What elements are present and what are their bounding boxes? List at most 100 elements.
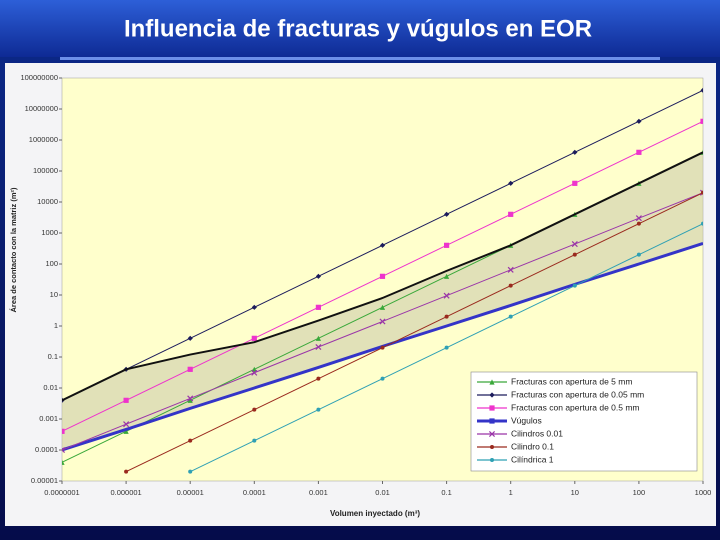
marker: [699, 189, 703, 196]
y-tick-label: 10000: [37, 197, 58, 206]
legend-marker: [490, 445, 494, 449]
marker: [635, 215, 642, 222]
marker: [508, 180, 514, 186]
marker: [252, 438, 257, 443]
marker: [443, 292, 450, 299]
marker: [379, 242, 386, 248]
y-tick-label: 0.01: [43, 383, 58, 392]
marker: [315, 273, 321, 279]
marker: [188, 438, 193, 443]
y-tick-label: 100000: [33, 166, 58, 175]
y-tick-label: 10: [50, 290, 58, 299]
x-axis-title: Volumen inyectado (m³): [330, 509, 420, 518]
legend-marker: [488, 430, 496, 438]
y-tick-label: 1: [54, 321, 58, 330]
marker: [379, 304, 386, 310]
marker: [187, 397, 193, 403]
legend-label: Cilíndrica 1: [511, 454, 554, 464]
x-tick-label: 1000: [695, 488, 712, 497]
marker: [187, 366, 193, 372]
marker: [123, 421, 130, 428]
marker: [123, 428, 129, 434]
marker: [380, 376, 385, 381]
marker: [444, 314, 449, 319]
marker: [187, 335, 193, 341]
y-tick-label: 0.00001: [31, 476, 58, 485]
legend-label: Vúgulos: [511, 415, 542, 425]
marker: [123, 397, 129, 403]
title-band: [0, 0, 720, 57]
marker: [380, 345, 385, 350]
marker: [315, 304, 321, 310]
x-tick-label: 10: [571, 488, 579, 497]
marker: [251, 304, 257, 310]
y-tick-label: 0.1: [48, 352, 58, 361]
legend-label: Fracturas con apertura de 5 mm: [511, 376, 632, 386]
marker: [507, 266, 514, 273]
legend-marker: [489, 418, 495, 424]
marker: [315, 343, 322, 351]
shaded-band: [62, 152, 703, 451]
slide-title: Influencia de fracturas y vúgulos en EOR: [124, 15, 592, 42]
marker: [444, 242, 450, 248]
legend: Fracturas con apertura de 5 mm Fracturas …: [470, 371, 698, 472]
marker: [187, 395, 194, 402]
marker: [700, 87, 703, 93]
x-tick-label: 0.00001: [177, 488, 204, 497]
marker: [508, 283, 513, 288]
x-tick-label: 0.1: [441, 488, 451, 497]
marker: [62, 459, 65, 465]
y-tick-label: 0.001: [39, 414, 58, 423]
marker: [316, 376, 321, 381]
legend-marker: [489, 392, 495, 398]
series-line: [62, 151, 703, 402]
x-tick-label: 100: [633, 488, 646, 497]
legend-label: Fracturas con apertura de 0.05 mm: [511, 389, 644, 399]
marker: [700, 118, 703, 124]
marker: [379, 273, 386, 279]
marker: [636, 252, 641, 257]
y-tick-label: 1000000: [29, 135, 58, 144]
marker: [379, 318, 386, 325]
y-tick-label: 100: [45, 259, 58, 268]
legend-box: [470, 371, 698, 472]
marker: [508, 211, 514, 217]
y-axis-title: Área de contacto con la matriz (m²): [9, 187, 18, 313]
y-tick-label: 0.0001: [35, 445, 58, 454]
marker: [444, 273, 450, 279]
marker: [572, 149, 578, 155]
marker: [62, 446, 66, 454]
marker: [508, 314, 513, 319]
marker: [124, 469, 129, 474]
marker: [571, 241, 578, 248]
marker: [636, 149, 642, 155]
marker: [315, 335, 321, 341]
x-tick-label: 0.0000001: [44, 488, 79, 497]
legend-label: Cilindro 0.1: [511, 441, 554, 451]
marker: [636, 118, 642, 124]
marker: [636, 221, 641, 226]
marker: [701, 221, 703, 226]
y-tick-label: 100000000: [20, 73, 58, 82]
marker: [62, 428, 65, 434]
legend-marker: [489, 379, 495, 385]
x-tick-label: 0.0001: [243, 488, 266, 497]
marker: [316, 407, 321, 412]
plot-layer: [62, 87, 703, 474]
marker: [572, 180, 578, 186]
marker: [251, 369, 258, 376]
y-tick-label: 10000000: [25, 104, 58, 113]
marker: [572, 252, 577, 257]
marker: [444, 211, 450, 217]
x-tick-label: 0.000001: [110, 488, 141, 497]
marker: [444, 345, 449, 350]
marker: [188, 469, 193, 474]
x-tick-label: 0.001: [309, 488, 328, 497]
legend-marker: [490, 458, 494, 462]
series-line: [125, 192, 703, 473]
marker: [251, 335, 257, 341]
legend-label: Cilindros 0.01: [511, 428, 563, 438]
marker: [572, 283, 577, 288]
x-tick-label: 0.01: [375, 488, 390, 497]
